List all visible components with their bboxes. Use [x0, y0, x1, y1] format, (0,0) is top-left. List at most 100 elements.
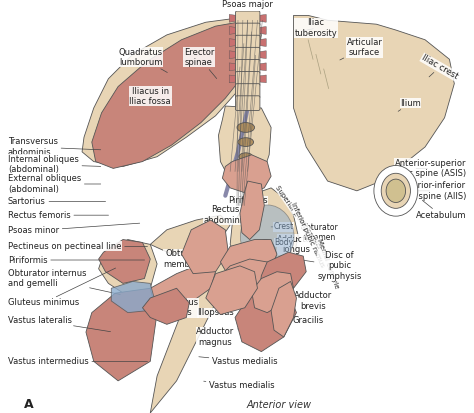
Polygon shape [150, 215, 230, 254]
FancyBboxPatch shape [238, 37, 257, 43]
Polygon shape [111, 281, 154, 313]
Polygon shape [235, 288, 296, 351]
FancyBboxPatch shape [236, 59, 260, 74]
Polygon shape [150, 249, 240, 413]
Text: Internal obliques
(abdominal): Internal obliques (abdominal) [8, 155, 100, 174]
Text: Acetabulum: Acetabulum [416, 200, 466, 220]
Text: Anterior-inferior
iliac spine (AIIS): Anterior-inferior iliac spine (AIIS) [399, 181, 466, 201]
Polygon shape [220, 240, 277, 281]
Ellipse shape [240, 166, 252, 173]
Ellipse shape [374, 166, 418, 216]
Text: Vastus intermedius: Vastus intermedius [8, 357, 147, 366]
Text: Rectus
abdominis: Rectus abdominis [203, 206, 252, 225]
Text: Medial condyle: Medial condyle [316, 238, 339, 290]
Text: Disc of
pubic
symphysis: Disc of pubic symphysis [280, 251, 362, 281]
Text: Vastus lateralis: Vastus lateralis [8, 316, 110, 332]
Text: Quadratus
lumborum: Quadratus lumborum [118, 47, 167, 73]
Text: Iliac crest: Iliac crest [420, 53, 459, 81]
FancyBboxPatch shape [236, 96, 260, 110]
Polygon shape [99, 240, 150, 283]
Polygon shape [182, 220, 228, 274]
Polygon shape [229, 14, 237, 22]
FancyBboxPatch shape [238, 25, 257, 31]
Polygon shape [220, 259, 271, 298]
Text: Obturator
externus: Obturator externus [231, 252, 272, 272]
Text: Adductor
brevis: Adductor brevis [280, 291, 332, 311]
Polygon shape [229, 39, 237, 46]
Text: Adductor
longus: Adductor longus [277, 235, 316, 266]
Polygon shape [92, 22, 255, 169]
Text: Psoas major: Psoas major [222, 0, 273, 16]
Polygon shape [258, 39, 266, 46]
Ellipse shape [240, 205, 294, 268]
FancyBboxPatch shape [236, 35, 260, 50]
FancyBboxPatch shape [236, 47, 260, 62]
Text: Rectus femoris: Rectus femoris [8, 211, 109, 220]
Text: Gracilis: Gracilis [286, 313, 324, 325]
Polygon shape [258, 26, 266, 34]
Text: Adductor
magnus: Adductor magnus [196, 321, 259, 347]
Text: Articular
surface: Articular surface [340, 38, 383, 60]
Text: Ilium: Ilium [398, 99, 421, 112]
FancyBboxPatch shape [236, 23, 260, 38]
FancyBboxPatch shape [236, 11, 260, 26]
Polygon shape [143, 288, 189, 324]
Polygon shape [222, 155, 271, 194]
Polygon shape [99, 240, 157, 298]
Polygon shape [258, 75, 266, 83]
Polygon shape [229, 26, 237, 34]
Text: Pectineus on pectineal line: Pectineus on pectineal line [8, 242, 147, 251]
FancyBboxPatch shape [238, 61, 257, 67]
Ellipse shape [255, 240, 276, 269]
Text: Transversus
abdominis: Transversus abdominis [8, 137, 100, 157]
Text: Piriformis: Piriformis [8, 256, 145, 264]
Text: Sartorius: Sartorius [8, 197, 106, 206]
Text: Crest: Crest [271, 222, 294, 231]
Text: Piriformis: Piriformis [228, 188, 267, 205]
Text: Gluteus minimus: Gluteus minimus [8, 268, 116, 307]
FancyBboxPatch shape [236, 84, 260, 98]
Polygon shape [219, 106, 271, 194]
Polygon shape [150, 264, 216, 315]
Polygon shape [82, 18, 261, 166]
Text: Superior pubic ramus: Superior pubic ramus [274, 185, 322, 249]
Text: Vastus medialis: Vastus medialis [204, 381, 275, 390]
FancyBboxPatch shape [236, 71, 260, 86]
Text: Iliacus in
Iliac fossa: Iliacus in Iliac fossa [129, 87, 172, 106]
Polygon shape [252, 272, 293, 313]
Text: A: A [24, 398, 33, 411]
Polygon shape [259, 252, 306, 298]
Polygon shape [206, 266, 257, 315]
Ellipse shape [239, 153, 253, 161]
Ellipse shape [386, 179, 406, 202]
Text: Anterior view: Anterior view [246, 400, 311, 410]
Polygon shape [240, 181, 264, 240]
Polygon shape [258, 14, 266, 22]
Polygon shape [229, 75, 237, 83]
Text: Erector
spinae: Erector spinae [184, 47, 217, 78]
Text: Vastus medialis: Vastus medialis [199, 357, 278, 366]
Polygon shape [258, 63, 266, 71]
Text: Quadratus
femoris: Quadratus femoris [155, 298, 199, 318]
Ellipse shape [238, 138, 254, 147]
FancyBboxPatch shape [238, 85, 257, 91]
Polygon shape [86, 288, 157, 381]
Text: Illopsoas: Illopsoas [197, 297, 234, 317]
Polygon shape [258, 51, 266, 59]
Polygon shape [293, 15, 454, 191]
Text: External obliques
(abdominal): External obliques (abdominal) [8, 174, 100, 194]
Text: Inferior pubic ramus: Inferior pubic ramus [291, 201, 326, 268]
Text: Anterior-superior
iliac spine (ASIS): Anterior-superior iliac spine (ASIS) [394, 159, 466, 178]
FancyBboxPatch shape [238, 49, 257, 55]
Text: Psoas minor: Psoas minor [8, 223, 140, 235]
Polygon shape [229, 51, 237, 59]
FancyBboxPatch shape [238, 97, 257, 103]
Text: Iliac
tuberosity: Iliac tuberosity [294, 19, 337, 38]
Text: Body: Body [270, 238, 293, 247]
Text: Obturator
membrane: Obturator membrane [163, 249, 245, 269]
Text: Obturator
foramen: Obturator foramen [296, 223, 339, 242]
FancyBboxPatch shape [238, 73, 257, 79]
Polygon shape [230, 188, 299, 272]
Ellipse shape [381, 173, 410, 209]
Text: Obturator internus
and gemelli: Obturator internus and gemelli [8, 269, 120, 294]
